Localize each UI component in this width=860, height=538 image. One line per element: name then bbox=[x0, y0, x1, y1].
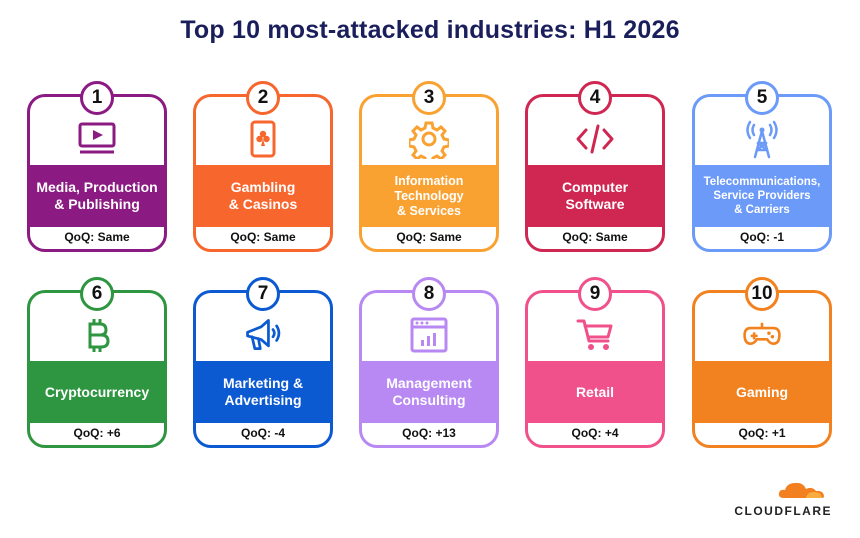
qoq-change: QoQ: +1 bbox=[738, 426, 786, 440]
industry-card-10: Gaming 10 QoQ: +1 bbox=[692, 277, 832, 448]
industry-label: Management Consulting bbox=[362, 361, 496, 423]
gamepad-icon bbox=[742, 315, 782, 355]
rank-badge: 7 bbox=[246, 277, 280, 311]
qoq-change: QoQ: +4 bbox=[571, 426, 619, 440]
antenna-tower-icon bbox=[742, 119, 782, 159]
qoq-change: QoQ: -1 bbox=[740, 230, 784, 244]
gear-icon bbox=[409, 119, 449, 159]
brand-name: CLOUDFLARE bbox=[734, 504, 832, 518]
industry-card-1: Media, Production & Publishing 1 QoQ: Sa… bbox=[27, 81, 167, 252]
qoq-change: QoQ: Same bbox=[64, 230, 130, 244]
qoq-change: QoQ: Same bbox=[562, 230, 628, 244]
rank-badge: 6 bbox=[80, 277, 114, 311]
qoq-change: QoQ: Same bbox=[230, 230, 296, 244]
industry-card-9: Retail 9 QoQ: +4 bbox=[525, 277, 665, 448]
page-title: Top 10 most-attacked industries: H1 2026 bbox=[180, 16, 680, 44]
industry-label: Information Technology & Services bbox=[362, 165, 496, 227]
playing-card-icon bbox=[243, 119, 283, 159]
qoq-change: QoQ: -4 bbox=[241, 426, 285, 440]
rank-badge: 10 bbox=[745, 277, 779, 311]
rank-badge: 9 bbox=[578, 277, 612, 311]
industry-label: Media, Production & Publishing bbox=[30, 165, 164, 227]
cloudflare-logo: CLOUDFLARE bbox=[734, 478, 832, 518]
rank-badge: 1 bbox=[80, 81, 114, 115]
megaphone-icon bbox=[243, 315, 283, 355]
bitcoin-icon bbox=[77, 315, 117, 355]
industry-card-5: Telecommunications, Service Providers & … bbox=[692, 81, 832, 252]
shopping-cart-icon bbox=[575, 315, 615, 355]
industry-label: Telecommunications, Service Providers & … bbox=[695, 165, 829, 227]
cloud-icon bbox=[778, 482, 824, 498]
code-icon bbox=[575, 119, 615, 159]
dashboard-chart-icon bbox=[409, 315, 449, 355]
industry-label: Retail bbox=[528, 361, 662, 423]
industry-card-4: Computer Software 4 QoQ: Same bbox=[525, 81, 665, 252]
rank-badge: 4 bbox=[578, 81, 612, 115]
industry-card-6: Cryptocurrency 6 QoQ: +6 bbox=[27, 277, 167, 448]
rank-badge: 3 bbox=[412, 81, 446, 115]
industry-card-8: Management Consulting 8 QoQ: +13 bbox=[359, 277, 499, 448]
qoq-change: QoQ: Same bbox=[396, 230, 462, 244]
industry-label: Gambling & Casinos bbox=[196, 165, 330, 227]
rank-badge: 2 bbox=[246, 81, 280, 115]
industry-card-7: Marketing & Advertising 7 QoQ: -4 bbox=[193, 277, 333, 448]
qoq-change: QoQ: +6 bbox=[73, 426, 121, 440]
industry-card-2: Gambling & Casinos 2 QoQ: Same bbox=[193, 81, 333, 252]
qoq-change: QoQ: +13 bbox=[402, 426, 456, 440]
industry-label: Computer Software bbox=[528, 165, 662, 227]
rank-badge: 5 bbox=[745, 81, 779, 115]
industry-label: Marketing & Advertising bbox=[196, 361, 330, 423]
rank-badge: 8 bbox=[412, 277, 446, 311]
industry-label: Cryptocurrency bbox=[30, 361, 164, 423]
industry-card-3: Information Technology & Services 3 QoQ:… bbox=[359, 81, 499, 252]
industry-label: Gaming bbox=[695, 361, 829, 423]
video-player-icon bbox=[77, 119, 117, 159]
